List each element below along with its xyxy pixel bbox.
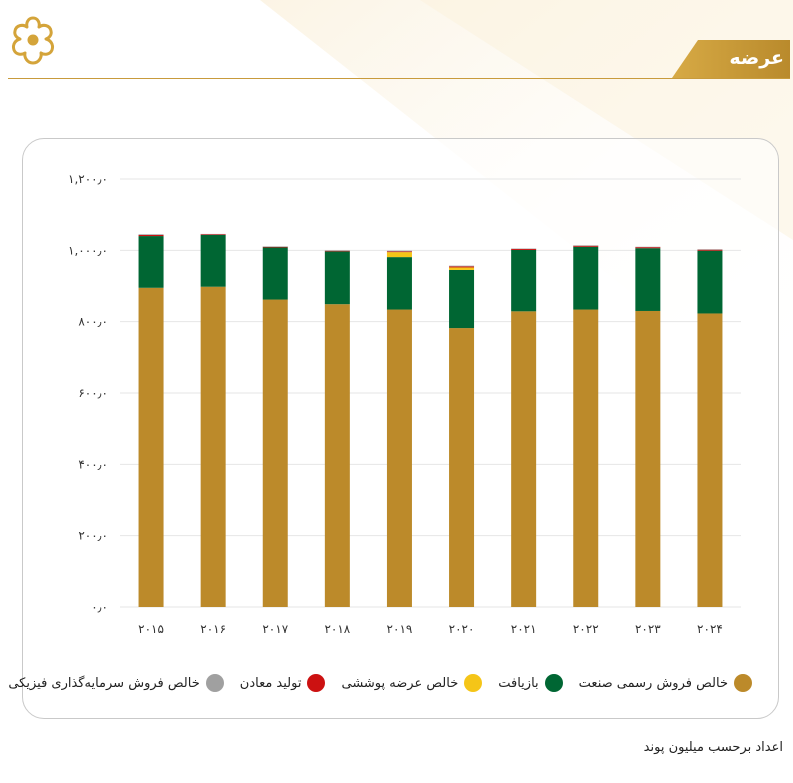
bar-segment-5 [138, 234, 164, 235]
legend-swatch [734, 674, 752, 692]
legend-item: بازیافت [498, 674, 563, 692]
bar-segment-2 [386, 257, 412, 310]
bar-segment-4 [386, 251, 412, 253]
x-tick-label: ۲۰۲۰ [449, 622, 475, 636]
x-tick-label: ۲۰۲۴ [697, 622, 723, 636]
x-tick-label: ۲۰۲۲ [573, 622, 599, 636]
bar-segment-5 [324, 250, 350, 251]
bar-segment-5 [262, 246, 288, 247]
bar-segment-2 [324, 251, 350, 305]
legend-label: خالص فروش سرمایه‌گذاری فیزیکی [8, 675, 200, 691]
x-tick-label: ۲۰۱۷ [262, 622, 288, 636]
x-tick-label: ۲۰۲۱ [511, 622, 537, 636]
bar-segment-4 [138, 234, 164, 237]
bar-segment-5 [635, 246, 661, 248]
bar-segment-1 [386, 309, 412, 607]
legend-item: خالص فروش سرمایه‌گذاری فیزیکی [8, 674, 224, 692]
legend-item: خالص فروش رسمی صنعت [579, 674, 752, 692]
bar-segment-3 [386, 252, 412, 258]
y-tick-label: ۲۰۰٫۰ [78, 529, 108, 543]
bar-segment-2 [635, 248, 661, 311]
bar-segment-5 [200, 233, 226, 235]
bar-segment-2 [573, 246, 599, 310]
y-tick-label: ۰٫۰ [91, 600, 108, 614]
bar-segment-2 [449, 269, 475, 329]
legend-swatch [205, 674, 224, 692]
legend-label: بازیافت [498, 675, 539, 691]
legend-label: خالص عرضه پوششی [341, 675, 459, 691]
x-tick-label: ۲۰۲۳ [635, 622, 661, 636]
bar-segment-4 [697, 249, 723, 251]
bar-segment-5 [697, 249, 723, 250]
header-divider [8, 78, 790, 79]
bar-segment-1 [262, 299, 288, 607]
x-tick-label: ۲۰۱۶ [200, 622, 226, 636]
legend-label: خالص فروش رسمی صنعت [578, 675, 728, 691]
bar-segment-2 [262, 247, 288, 300]
x-tick-label: ۲۰۱۵ [138, 622, 164, 636]
legend-item: تولید معادن [240, 674, 326, 692]
bar-segment-4 [635, 247, 661, 249]
bar-segment-4 [573, 245, 599, 247]
legend-swatch [307, 674, 326, 692]
bar-segment-1 [200, 286, 226, 607]
x-tick-label: ۲۰۱۹ [387, 622, 413, 636]
x-tick-label: ۲۰۱۸ [324, 622, 350, 636]
bar-segment-1 [697, 313, 723, 607]
y-tick-label: ۱,۲۰۰٫۰ [68, 172, 108, 186]
bar-segment-1 [635, 310, 661, 607]
legend-label: تولید معادن [239, 675, 302, 691]
legend-swatch [464, 674, 483, 692]
bar-segment-4 [511, 248, 537, 250]
page-title: عرضه [729, 47, 784, 69]
bar-segment-4 [200, 234, 226, 235]
bar-segment-2 [697, 250, 723, 314]
title-tab-shape [672, 40, 790, 78]
y-tick-label: ۱,۰۰۰٫۰ [68, 243, 108, 257]
bar-segment-1 [511, 311, 537, 607]
y-tick-label: ۶۰۰٫۰ [78, 386, 108, 400]
bar-segment-4 [449, 266, 475, 268]
bar-segment-1 [573, 309, 599, 607]
units-note: اعداد برحسب میلیون پوند [643, 740, 783, 755]
chart-legend: خالص فروش رسمی صنعت بازیافت خالص عرضه پوشش… [8, 668, 752, 698]
y-tick-label: ۸۰۰٫۰ [78, 315, 108, 329]
bar-segment-5 [449, 265, 475, 267]
bar-segment-4 [262, 246, 288, 248]
bar-segment-5 [573, 245, 599, 246]
bar-segment-3 [449, 267, 475, 270]
bar-segment-4 [324, 250, 350, 252]
legend-swatch [544, 674, 563, 692]
bar-segment-1 [449, 328, 475, 607]
legend-item: خالص عرضه پوششی [341, 674, 483, 692]
bar-segment-2 [200, 234, 226, 287]
bar-segment-1 [324, 304, 350, 607]
bar-segment-2 [511, 249, 537, 312]
bar-segment-5 [511, 248, 537, 250]
bar-segment-2 [138, 236, 164, 288]
flower-ornament-icon [12, 16, 54, 65]
bar-segment-5 [386, 250, 412, 252]
y-tick-label: ۴۰۰٫۰ [78, 457, 108, 471]
bar-segment-1 [138, 287, 164, 607]
